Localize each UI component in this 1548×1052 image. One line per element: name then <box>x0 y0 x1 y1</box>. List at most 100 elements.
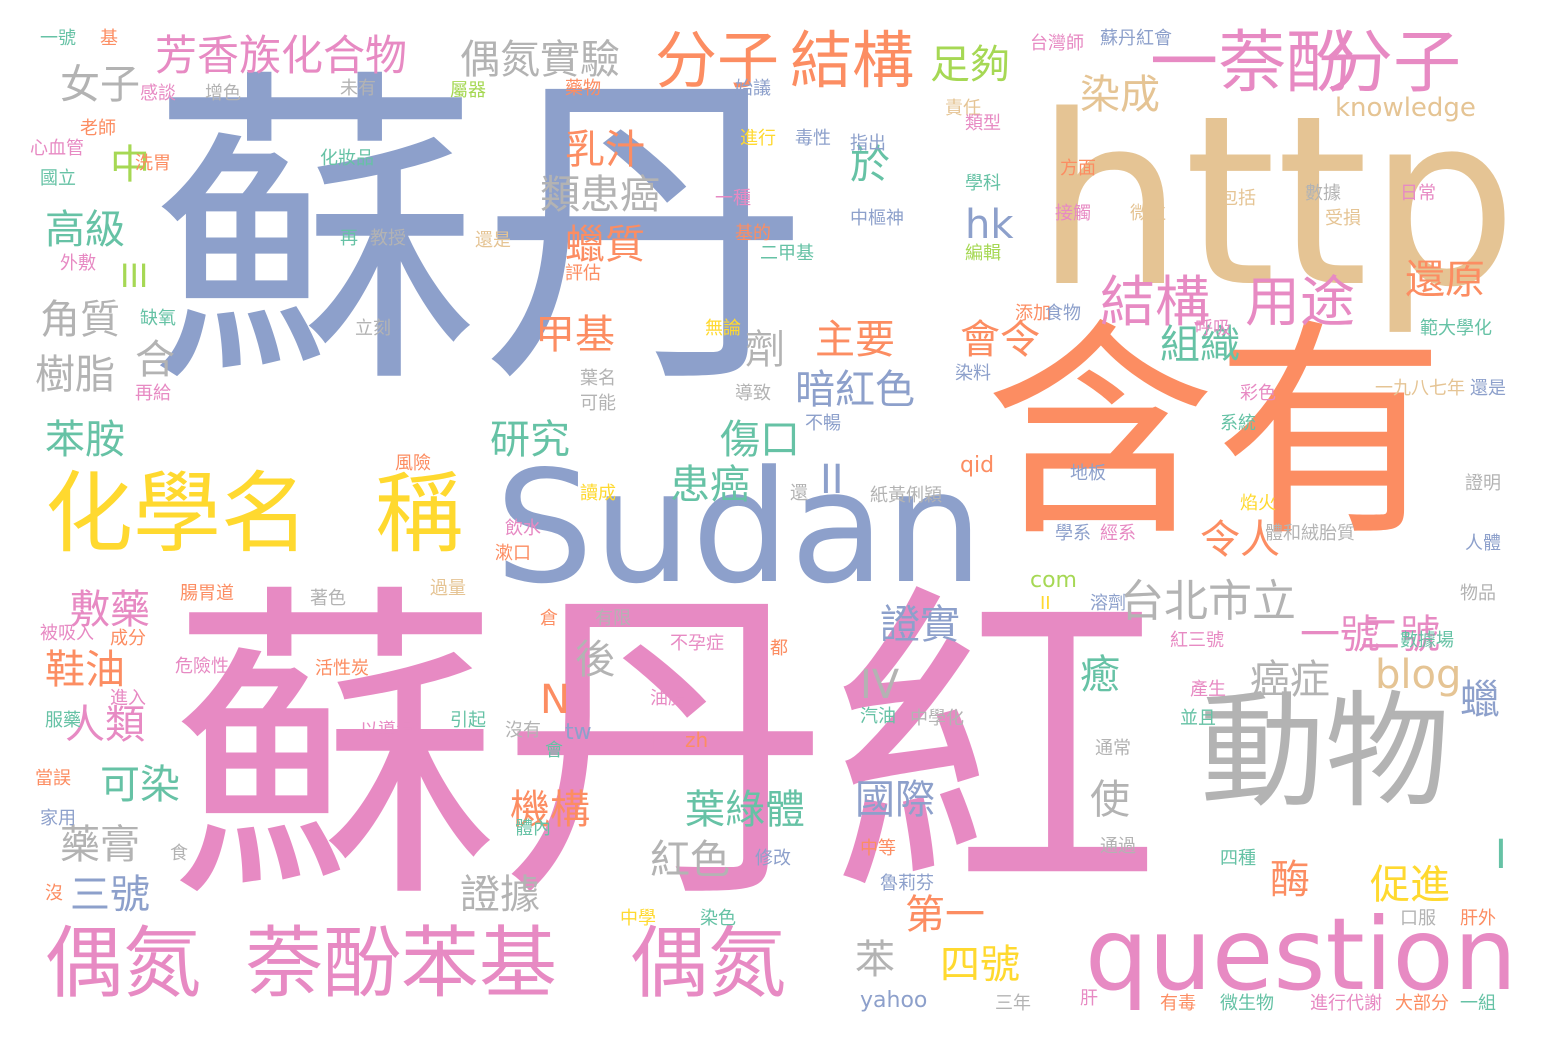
word: 導致 <box>735 383 771 404</box>
word: 證據 <box>460 872 540 918</box>
word: 高級 <box>45 207 125 253</box>
word: 大部分 <box>1395 993 1449 1014</box>
word: 苯 <box>855 937 895 983</box>
word: 蘇丹紅 <box>170 558 1160 942</box>
word: 使 <box>1090 777 1130 823</box>
word: 染色 <box>700 908 736 929</box>
word: 食 <box>170 843 188 864</box>
word: 口服 <box>1400 908 1436 929</box>
word: 經系 <box>1100 523 1136 544</box>
word: 苯胺 <box>45 417 125 463</box>
word: 教授 <box>370 228 406 249</box>
word: 以導滑 <box>360 720 414 741</box>
word: 證明 <box>1465 473 1501 494</box>
word: 令人 <box>1200 517 1280 563</box>
word: 劑 <box>745 327 785 373</box>
word: 心血管 <box>30 138 84 159</box>
word: 暗紅色 <box>795 367 915 413</box>
word: 人體 <box>1465 533 1501 554</box>
word: 責任 <box>945 98 981 119</box>
word: 台灣師 <box>1030 33 1084 54</box>
word: 添加 <box>1015 303 1051 324</box>
word: 藥膏 <box>60 822 140 868</box>
word: 通常 <box>1095 738 1131 759</box>
word: 焰火 <box>1240 493 1276 514</box>
word: http <box>1035 66 1518 339</box>
word: 會 <box>545 740 563 761</box>
word: 增色 <box>205 83 241 104</box>
word: 主要 <box>815 317 895 363</box>
word: 肝 <box>1080 988 1098 1009</box>
word: 地板 <box>1070 463 1106 484</box>
word: 產生 <box>1190 679 1226 700</box>
word: 指出 <box>850 133 886 154</box>
word: 系統 <box>1220 413 1256 434</box>
word: 有限 <box>595 608 631 629</box>
word: 飲水 <box>505 518 541 539</box>
word: I <box>1495 832 1507 878</box>
word: 數據場 <box>1400 630 1454 651</box>
word: 癒 <box>1080 652 1120 698</box>
word: 再給 <box>135 383 171 404</box>
word: 洗胃 <box>135 153 171 174</box>
word: 方面 <box>1060 158 1096 179</box>
word: 基的 <box>735 223 771 244</box>
word: 都 <box>770 638 788 659</box>
word: qid <box>960 453 995 478</box>
word: III <box>120 257 149 295</box>
word: 微粒 <box>1130 203 1166 224</box>
word: 紅三號 <box>1170 630 1224 651</box>
word: 被吸入 <box>40 623 94 644</box>
word: 傷口 <box>720 417 800 463</box>
word: 含有 <box>985 301 1446 568</box>
word: 體和絨胎質 <box>1265 523 1355 544</box>
word: 腸胃道 <box>180 583 234 604</box>
word: 後 <box>575 637 615 683</box>
word: 一號 <box>1300 612 1380 658</box>
word: 於 <box>850 142 890 188</box>
word: 肝外 <box>1460 908 1496 929</box>
word: 並且 <box>1180 708 1216 729</box>
word: 稱 <box>375 462 464 565</box>
word: question <box>1085 896 1518 1013</box>
word: 足夠 <box>930 42 1010 88</box>
word: 感談 <box>140 83 176 104</box>
word: 結構 <box>1100 270 1211 334</box>
word: 一種 <box>715 188 751 209</box>
word: 無論 <box>705 318 741 339</box>
word: 微生物 <box>1220 993 1274 1014</box>
word: 組織 <box>1160 322 1240 368</box>
word: knowledge <box>1335 93 1476 123</box>
word: 油脂 <box>650 688 686 709</box>
word: 通過 <box>1100 836 1136 857</box>
word: 會令 <box>960 317 1040 363</box>
word: 外敷 <box>60 253 96 274</box>
word: 化妝品 <box>320 148 374 169</box>
word: 動物 <box>1200 680 1450 825</box>
word: 類患癌 <box>540 172 660 218</box>
word: zh <box>685 728 709 752</box>
word: 類型 <box>965 113 1001 134</box>
word: 漱口 <box>495 543 531 564</box>
word: 有毒 <box>1160 993 1196 1014</box>
word: 學系 <box>1055 523 1091 544</box>
word: 讀成 <box>580 483 616 504</box>
word: 癌症 <box>1250 657 1330 703</box>
word: 乳汁 <box>565 127 645 173</box>
word: I <box>650 730 656 754</box>
word: 不孕症 <box>670 633 724 654</box>
word: 風險 <box>395 453 431 474</box>
word: 不暢 <box>805 413 841 434</box>
word: 結構 <box>790 24 915 97</box>
word: 偶氮實驗 <box>460 37 620 83</box>
word: 進入 <box>110 688 146 709</box>
word: 證實 <box>880 602 960 648</box>
word: 一號 <box>40 28 76 49</box>
word: 物品 <box>1460 583 1496 604</box>
word: 接觸 <box>1055 203 1091 224</box>
word: 服藥 <box>45 710 81 731</box>
word: 成分 <box>110 628 146 649</box>
word: 中學化 <box>910 708 964 729</box>
word: 分子 <box>655 24 780 97</box>
word: 基 <box>100 28 118 49</box>
